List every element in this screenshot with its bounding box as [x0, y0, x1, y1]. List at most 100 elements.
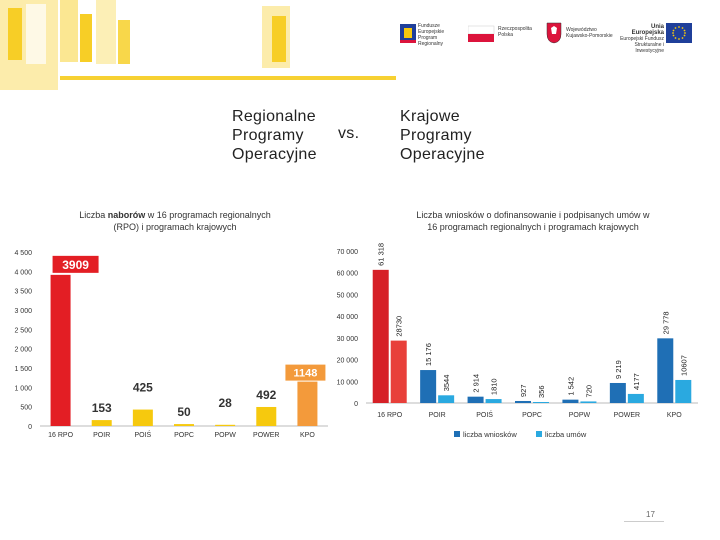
chart2-ytick-label: 20 000	[337, 358, 359, 365]
chart1-bar	[91, 420, 112, 426]
page-number: 17	[646, 510, 655, 519]
chart1-value-label: 3909	[62, 258, 89, 272]
logo-unia-europejska: Unia Europejska Europejski Fundusz Struk…	[620, 20, 692, 54]
logo-line: Polska	[498, 32, 514, 38]
chart2-title: Liczba wniosków o dofinansowanie i podpi…	[368, 209, 698, 233]
chart2-bar	[609, 382, 626, 403]
chart1-ytick-label: 1 500	[14, 366, 32, 373]
chart2-xtick-label: POIR	[429, 412, 446, 419]
chart2-value-label: 4177	[632, 373, 641, 390]
chart1-ytick-label: 4 000	[14, 269, 32, 276]
heading-right: Krajowe Programy Operacyjne	[400, 107, 520, 164]
logo-line: Kujawsko-Pomorskie	[566, 33, 613, 39]
chart2-title-line2: 16 programach regionalnych i programach …	[427, 222, 639, 232]
chart2-bar	[467, 396, 484, 403]
frame-block-3	[60, 0, 78, 62]
logo-fundusze-europejskie: Fundusze Europejskie Program Regionalny	[398, 20, 462, 48]
chart2-ytick-label: 30 000	[337, 336, 359, 343]
chart1-title-bold: naborów	[107, 210, 146, 220]
heading-left-line: Programy	[232, 127, 304, 144]
coat-of-arms-icon	[546, 22, 562, 44]
chart2-bar	[485, 399, 502, 403]
chart1-ytick-label: 1 000	[14, 385, 32, 392]
page-number-underline	[624, 521, 664, 522]
chart2-wnioski-umowy: 0 10 000 20 000 30 000 40 000 50 000 60 000 70 …	[337, 243, 698, 439]
chart1-callout-box	[52, 255, 99, 273]
chart2-bar	[675, 379, 692, 403]
chart1-value-label: 425	[133, 381, 153, 395]
frame-block-2	[26, 4, 46, 64]
chart2-ytick-label: 50 000	[337, 292, 359, 299]
frame-block-8	[272, 16, 286, 62]
heading-right-line: Krajowe	[400, 108, 460, 125]
chart1-bar	[50, 274, 71, 426]
chart1-ytick-label: 2 500	[14, 327, 32, 334]
chart2-ytick-label: 40 000	[337, 314, 359, 321]
chart2-value-label: 15 176	[424, 343, 433, 366]
chart2-xtick-label: POPC	[522, 412, 542, 419]
chart2-xtick-label: POWER	[614, 412, 640, 419]
eu-flag-icon	[666, 23, 692, 43]
chart2-bar	[390, 340, 407, 403]
fundusze-icon	[400, 24, 416, 43]
chart2-bar	[533, 402, 549, 403]
chart1-title: Liczba naborów w 16 programach regionaln…	[30, 209, 320, 233]
chart2-value-label: 3544	[442, 375, 451, 392]
chart1-title-line1: Liczba naborów w 16 programach regionaln…	[30, 209, 320, 221]
frame-block-1	[8, 8, 22, 60]
heading-left: Regionalne Programy Operacyjne	[232, 107, 342, 164]
chart1-bar	[132, 409, 153, 426]
chart2-bar	[627, 393, 644, 403]
chart2-value-label: 9 219	[614, 360, 623, 379]
logo-rzeczpospolita: Rzeczpospolita Polska	[468, 20, 534, 48]
chart1-ytick-label: 2 000	[14, 347, 32, 354]
chart2-value-label: 29 778	[661, 311, 670, 334]
heading-left-line: Regionalne	[232, 108, 316, 125]
chart1-value-label: 1148	[293, 368, 317, 380]
chart2-ytick-label: 10 000	[337, 379, 359, 386]
frame-line	[60, 76, 396, 80]
chart1-xtick-label: POIŚ	[134, 430, 151, 439]
chart2-bar	[580, 401, 597, 403]
chart1-title-text: Liczba naborów w 16 programach regionaln…	[79, 210, 271, 220]
frame-block-5	[96, 0, 116, 64]
frame-block-6	[118, 20, 130, 64]
chart2-legend-label: liczba umów	[545, 430, 587, 439]
chart1-value-label: 153	[92, 401, 112, 415]
chart2-xtick-label: KPO	[667, 412, 682, 419]
logo-wojewodztwo: Województwo Kujawsko-Pomorskie	[546, 20, 613, 48]
frame-block-4	[80, 14, 92, 62]
heading-left-line: Operacyjne	[232, 146, 317, 163]
logo-line: Rzeczpospolita	[498, 26, 532, 32]
chart2-value-label: 1 542	[566, 377, 575, 396]
heading-right-line: Programy	[400, 127, 472, 144]
chart1-ytick-label: 3 000	[14, 308, 32, 315]
logo-line: Program Regionalny	[418, 35, 444, 47]
chart1-xtick-label: POPW	[214, 432, 236, 439]
chart2-bar	[657, 338, 674, 403]
chart2-ytick-label: 70 000	[337, 249, 359, 256]
decorative-frame	[0, 0, 396, 90]
chart2-title-line1: Liczba wniosków o dofinansowanie i podpi…	[416, 210, 650, 220]
chart1-ytick-label: 500	[20, 405, 32, 412]
chart2-ytick-label: 0	[354, 401, 358, 408]
chart1-xtick-label: POPC	[174, 432, 194, 439]
chart2-value-label: 356	[537, 385, 546, 398]
chart2-bar	[515, 400, 531, 403]
chart1-xtick-label: KPO	[300, 432, 315, 439]
chart1-value-label: 50	[177, 405, 191, 419]
heading-vs: vs.	[338, 125, 360, 142]
chart1-callout-box	[285, 364, 326, 381]
chart2-xtick-label: POIŚ	[476, 410, 493, 419]
chart1-xtick-label: 16 RPO	[48, 432, 73, 439]
chart2-bar	[438, 395, 455, 403]
chart2-bar	[372, 269, 389, 403]
logo-line: Fundusze	[418, 23, 440, 29]
chart2-value-label: 720	[584, 385, 593, 398]
chart1-value-label: 492	[256, 388, 276, 402]
chart2-legend-label: liczba wniosków	[463, 430, 517, 439]
chart1-xtick-label: POIR	[93, 432, 110, 439]
chart1-bar	[215, 424, 236, 426]
logo-line: Strukturalne i Inwestycyjne	[634, 42, 664, 54]
